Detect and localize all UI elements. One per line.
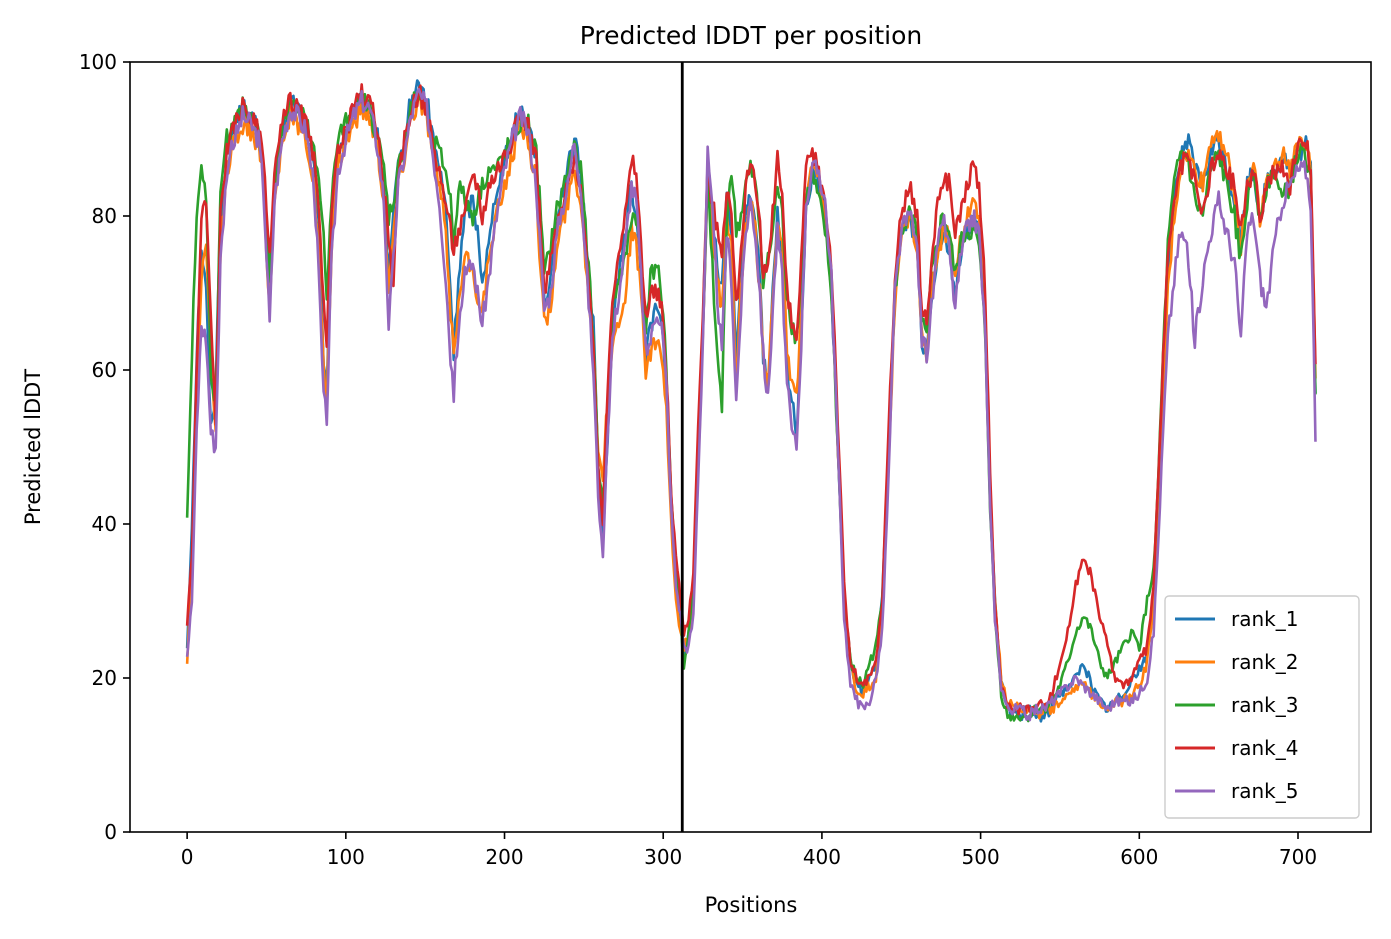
x-axis: 0 100 200 300 400 500 600 700 [181,832,1317,869]
y-tick-label: 60 [92,358,117,382]
x-tick-label: 500 [962,845,1000,869]
x-tick-label: 0 [181,845,194,869]
x-tick-label: 700 [1279,845,1317,869]
x-tick-label: 600 [1120,845,1158,869]
chart-title: Predicted lDDT per position [580,21,922,50]
legend: rank_1 rank_2 rank_3 rank_4 rank_5 [1164,595,1360,819]
y-tick-label: 100 [79,50,117,74]
legend-box [1164,595,1360,819]
series-line-rank-2 [185,96,1317,720]
legend-label: rank_2 [1231,650,1298,674]
y-axis-title: Predicted lDDT [21,369,45,525]
y-tick-label: 80 [92,204,117,228]
x-tick-label: 200 [485,845,523,869]
y-tick-label: 40 [92,512,117,536]
series-line-rank-4 [185,83,1317,716]
legend-label: rank_5 [1231,779,1298,803]
x-tick-label: 300 [644,845,682,869]
series-line-rank-3 [185,88,1317,723]
legend-label: rank_4 [1231,736,1298,760]
y-tick-label: 20 [92,666,117,690]
x-axis-title: Positions [705,893,798,917]
legend-label: rank_1 [1231,607,1298,631]
y-tick-label: 0 [104,820,117,844]
x-tick-label: 400 [803,845,841,869]
plot-frame [129,61,1372,833]
x-tick-label: 100 [327,845,365,869]
y-axis: 0 20 40 60 80 100 [79,50,130,844]
series-line-rank-5 [185,87,1317,722]
plot-area [185,79,1317,723]
legend-label: rank_3 [1231,693,1298,717]
